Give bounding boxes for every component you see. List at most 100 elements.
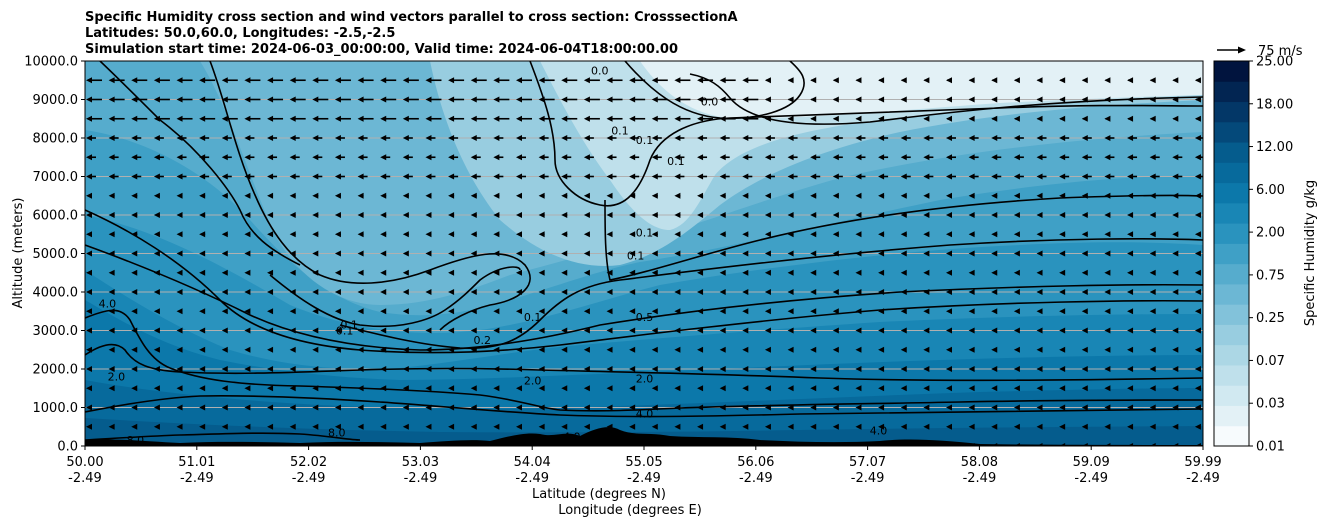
wind-vector-arrow (968, 192, 975, 199)
wind-vector-arrow (991, 404, 998, 411)
contour-label: 4.0 (870, 425, 888, 438)
wind-vector-arrow (855, 96, 862, 103)
wind-vector-arrow (199, 173, 210, 180)
wind-vector-arrow (402, 231, 409, 238)
wind-vector-arrow (719, 443, 726, 446)
wind-vector-arrow (1149, 308, 1156, 315)
wind-vector-arrow (267, 96, 284, 103)
contour-label: 0.1 (667, 155, 685, 168)
wind-vector-arrow (1013, 96, 1020, 103)
wind-vector-arrow (878, 192, 885, 199)
wind-vector-arrow (1036, 115, 1043, 122)
wind-vector-arrow (153, 443, 160, 446)
wind-vector-arrow (878, 96, 885, 103)
wind-vector-arrow (1013, 231, 1020, 238)
wind-vector-arrow (674, 212, 681, 218)
wind-vector-arrow (878, 346, 885, 353)
wind-vector-arrow (131, 423, 138, 430)
wind-vector-arrow (1036, 77, 1043, 84)
wind-vector-arrow (86, 308, 92, 315)
wind-vector-arrow (629, 192, 636, 199)
wind-vector-arrow (470, 115, 487, 122)
wind-vector-arrow (516, 443, 522, 446)
wind-vector-arrow (810, 346, 817, 353)
wind-vector-arrow (968, 366, 975, 372)
wind-vector-arrow (583, 77, 600, 84)
wind-vector-arrow (697, 404, 704, 411)
wind-vector-arrow (1194, 346, 1201, 353)
wind-vector-arrow (764, 289, 771, 295)
wind-vector-arrow (1127, 308, 1134, 315)
wind-vector-arrow (538, 115, 555, 122)
wind-vector-arrow (1127, 423, 1134, 430)
wind-vector-arrow (946, 269, 952, 276)
wind-vector-arrow (855, 173, 866, 180)
wind-vector-arrow (651, 96, 668, 103)
wind-vector-arrow (448, 423, 455, 430)
wind-vector-arrow (176, 77, 193, 84)
wind-vector-arrow (312, 443, 319, 446)
wind-vector-arrow (221, 135, 232, 141)
wind-vector-arrow (1172, 327, 1179, 334)
wind-vector-arrow (425, 308, 432, 315)
contour-label: 0.0 (591, 65, 609, 78)
wind-vector-arrow (86, 154, 96, 161)
y-tick-label: 10000.0 (24, 55, 78, 70)
wind-vector-arrow (108, 115, 125, 122)
wind-vector-arrow (1194, 366, 1201, 372)
wind-vector-arrow (674, 77, 691, 84)
wind-vector-arrow (583, 423, 590, 430)
wind-vector-arrow (674, 443, 681, 446)
wind-vector-arrow (1172, 154, 1183, 161)
wind-vector-arrow (470, 308, 477, 315)
wind-vector-arrow (221, 250, 228, 257)
wind-vector-arrow (312, 423, 319, 430)
wind-vector-arrow (289, 231, 296, 238)
wind-vector-arrow (1194, 135, 1203, 141)
wind-vector-arrow (900, 269, 907, 276)
wind-vector-arrow (516, 250, 522, 257)
wind-vector-arrow (583, 289, 590, 295)
wind-vector-arrow (1172, 250, 1179, 257)
wind-vector-arrow (991, 77, 998, 84)
wind-vector-arrow (946, 423, 952, 430)
wind-vector-arrow (244, 192, 251, 199)
wind-vector-arrow (832, 404, 839, 411)
wind-vector-arrow (651, 308, 658, 315)
wind-vector-arrow (1013, 269, 1020, 276)
wind-vector-arrow (289, 346, 296, 353)
wind-vector-arrow (674, 289, 681, 295)
wind-vector-arrow (402, 115, 419, 122)
wind-vector-arrow (1149, 385, 1156, 392)
wind-vector-arrow (1036, 154, 1047, 161)
wind-vector-arrow (357, 289, 364, 295)
wind-vector-arrow (1194, 154, 1203, 161)
wind-vector-arrow (153, 327, 160, 334)
contour-line-1.0 (85, 209, 1203, 354)
wind-vector-arrow (855, 346, 862, 353)
wind-vector-arrow (312, 115, 329, 122)
wind-vector-arrow (357, 77, 374, 84)
wind-vector-arrow (86, 212, 92, 218)
wind-vector-arrow (719, 250, 726, 257)
wind-vector-arrow (855, 115, 862, 122)
y-tick-label: 7000.0 (33, 170, 79, 185)
wind-vector-arrow (855, 231, 862, 238)
wind-vector-arrow (561, 327, 568, 334)
wind-vector-arrow (968, 96, 975, 103)
wind-vector-arrow (1149, 173, 1160, 180)
wind-vector-arrow (855, 154, 866, 161)
wind-vector-arrow (86, 77, 102, 84)
wind-vector-arrow (199, 404, 206, 411)
wind-vector-arrow (1172, 115, 1179, 122)
wind-vector-arrow (153, 192, 160, 199)
x-tick-label-lat: 57.07 (849, 455, 886, 470)
colorbar-segment (1214, 263, 1249, 285)
wind-vector-arrow (832, 423, 839, 430)
colorbar-tick-label: 0.07 (1256, 354, 1285, 369)
wind-vector-arrow (606, 404, 613, 411)
wind-vector-arrow (267, 289, 274, 295)
humidity-band-driest (640, 61, 1203, 119)
wind-vector-arrow (923, 231, 930, 238)
